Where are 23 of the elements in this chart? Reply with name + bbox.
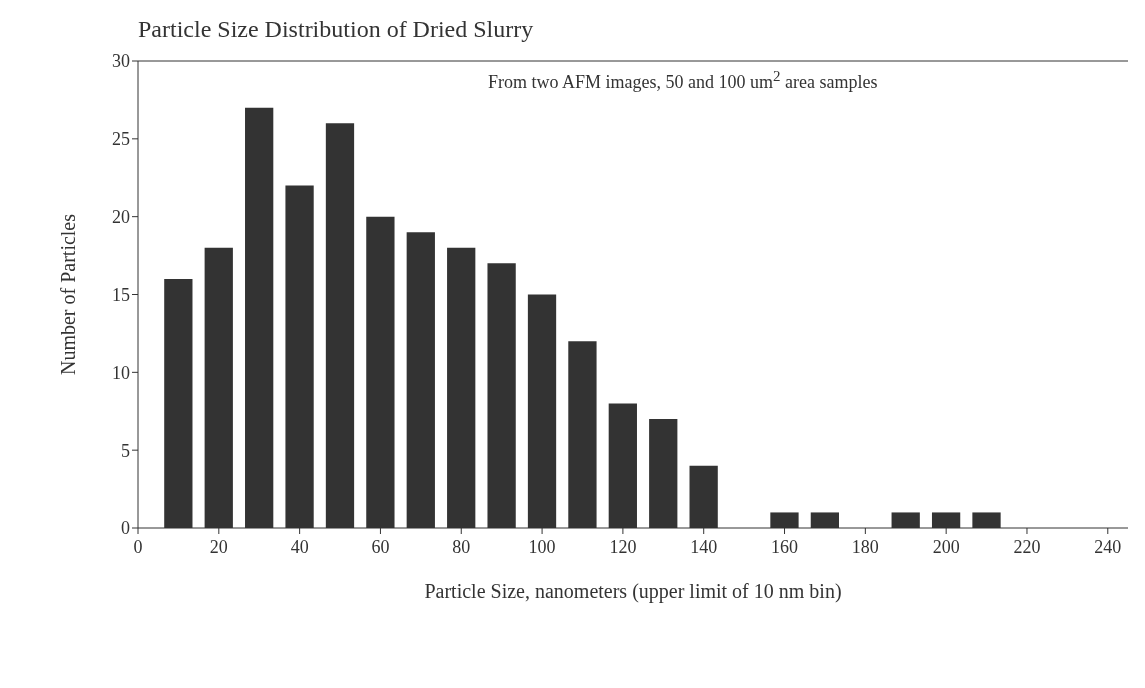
x-tick-label: 240 xyxy=(1094,536,1122,557)
y-tick-label: 15 xyxy=(112,284,130,305)
annotation: From two AFM images, 50 and 100 um$^{2}$ area samples xyxy=(488,68,878,93)
y-tick-label: 30 xyxy=(112,51,130,72)
x-tick-label: 20 xyxy=(209,536,228,557)
x-tick-label: 80 xyxy=(452,536,471,557)
y-tick-label: 20 xyxy=(112,207,130,228)
y-tick-label: 0 xyxy=(121,518,130,539)
x-tick-label: 40 xyxy=(290,536,309,557)
x-axis-title: Particle Size, nanometers (upper limit of 10 nm bin) xyxy=(424,580,842,603)
x-tick-label: 140 xyxy=(690,536,718,557)
y-tick-label: 25 xyxy=(112,129,130,150)
x-tick-label: 200 xyxy=(932,536,960,557)
x-tick-label: 120 xyxy=(609,536,637,557)
y-tick-label: 10 xyxy=(112,362,130,383)
x-tick-label: 220 xyxy=(1013,536,1041,557)
x-tick-label: 180 xyxy=(851,536,879,557)
chart-title: Particle Size Distribution of Dried Slurry xyxy=(138,16,534,43)
x-tick-label: 60 xyxy=(371,536,390,557)
x-tick-label: 160 xyxy=(771,536,799,557)
y-tick-label: 5 xyxy=(121,440,130,461)
x-tick-label: 100 xyxy=(528,536,556,557)
y-axis-title: Number of Particles xyxy=(57,213,80,376)
